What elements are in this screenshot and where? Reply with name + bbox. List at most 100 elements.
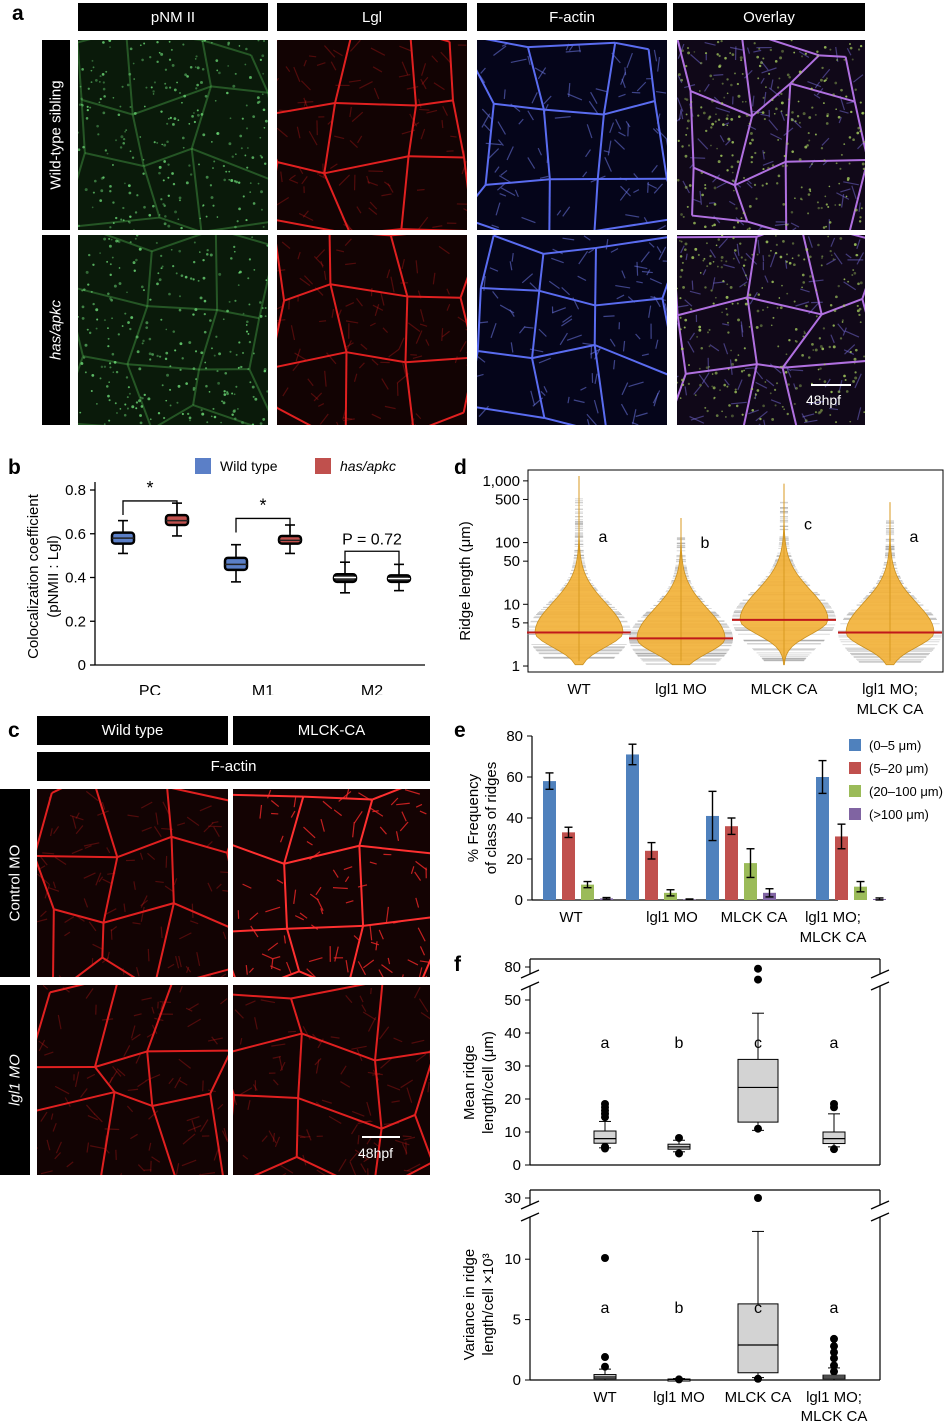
ridge-mark [419,309,425,322]
ridge-mark [755,410,768,422]
cell-boundary [152,1092,211,1107]
puncta [92,66,95,69]
puncta [209,319,212,322]
cell-boundary [283,844,360,865]
cell-boundary [414,1114,430,1159]
cell-boundary [37,992,51,1040]
cell-boundary [459,297,467,329]
ridge-mark [349,1152,358,1162]
puncta [857,126,861,130]
puncta [227,41,231,45]
ridge-mark [858,202,861,212]
puncta [177,119,180,121]
puncta [84,343,88,347]
puncta [741,413,744,416]
puncta [731,154,734,157]
ridge-mark [75,812,80,819]
puncta [754,393,758,396]
puncta [832,345,836,349]
ridge-mark [330,61,337,71]
puncta [764,381,767,383]
puncta [722,280,725,283]
puncta [263,369,267,373]
cell-boundary [233,993,292,1000]
ridge-mark [621,382,629,396]
panel-b-x-tick-label: M1 [252,683,274,695]
cell-boundary [81,98,133,116]
puncta [859,216,862,219]
cell-boundary [593,178,599,230]
ridge-mark [379,826,387,835]
puncta [856,309,860,313]
puncta [854,208,858,212]
puncta [145,326,149,329]
cell-boundary [37,860,55,910]
puncta [120,218,123,221]
ridge-mark [540,390,546,396]
ridge-mark [338,174,351,186]
panel-d-frame [527,469,944,673]
puncta [776,306,779,309]
puncta [113,360,117,364]
puncta [765,182,768,185]
puncta [233,245,236,248]
panel-b-legend-swatch [195,458,211,474]
puncta [706,205,709,208]
cell-boundary [414,1063,430,1116]
ridge-mark [808,400,825,405]
puncta [721,82,724,85]
puncta [786,73,790,77]
puncta [259,58,263,62]
ridge-mark [384,405,396,410]
puncta [856,131,860,135]
puncta [685,98,689,101]
ridge-mark [653,49,658,62]
cell-boundary [603,100,656,116]
ridge-mark [762,150,765,160]
ridge-mark [369,322,376,327]
panel-f-bottom-group-letter: a [601,1300,610,1317]
ridge-mark [833,252,843,265]
puncta [206,253,209,256]
puncta [832,93,835,96]
puncta [807,212,810,215]
ridge-mark [567,396,570,404]
puncta [204,361,207,364]
ridge-mark [288,1030,296,1033]
puncta [223,390,226,393]
ridge-mark [399,45,413,52]
puncta [149,418,152,421]
panel-e-bar [725,826,738,900]
ridge-mark [418,998,429,1013]
puncta [711,373,714,375]
puncta [109,226,112,229]
cell-boundary [335,102,417,107]
puncta [167,163,170,166]
ridge-mark [511,252,514,262]
puncta [167,194,170,197]
ridge-mark [140,895,148,908]
ridge-mark [64,916,75,924]
cell-boundary [407,105,417,157]
panel-f-bottom-outlier [830,1334,838,1343]
ridge-mark [199,805,212,812]
puncta [809,275,812,278]
puncta [81,289,84,292]
ridge-mark [349,140,358,149]
puncta [679,255,683,258]
panel-f-top-box [737,1058,779,1123]
puncta [760,61,763,65]
puncta [759,417,762,421]
puncta [166,122,169,125]
puncta [225,170,228,173]
puncta [755,325,759,329]
puncta [781,49,784,53]
ridge-mark [753,49,762,53]
puncta [716,40,720,44]
panel-b-x-tick-label: M2 [361,683,383,695]
cell-boundary [374,985,384,1061]
puncta [758,64,762,68]
puncta [188,341,192,344]
puncta [183,94,187,98]
